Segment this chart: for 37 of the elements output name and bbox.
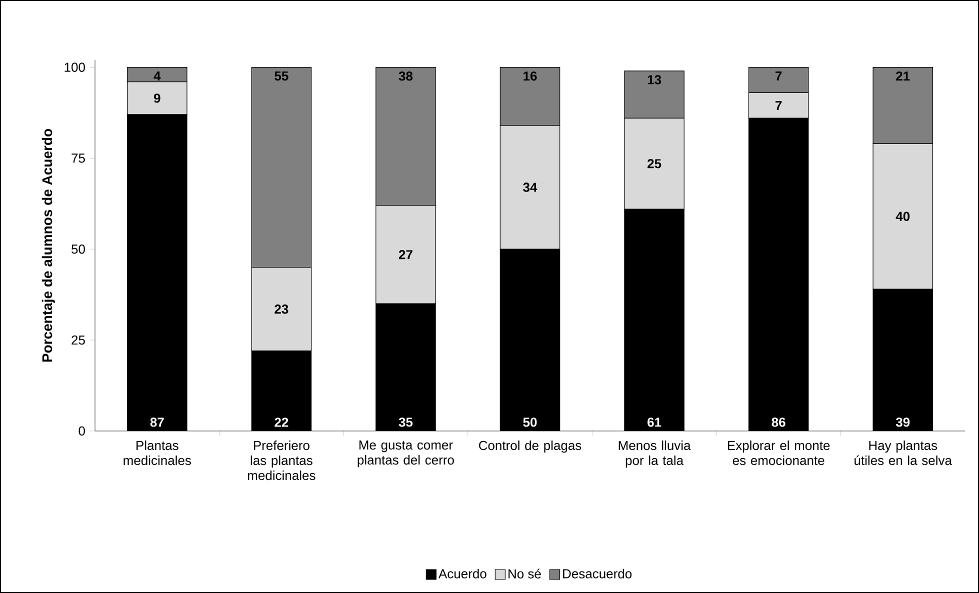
data-label: 25	[648, 159, 662, 168]
data-label: 87	[150, 418, 164, 427]
data-label: 9	[154, 94, 160, 103]
x-tick-label: Me gusta comer plantas del cerro	[358, 440, 454, 468]
data-label: 22	[274, 418, 288, 427]
y-axis-title: Porcentaje de alumnos de Acuerdo	[42, 128, 55, 362]
x-tick-label: Plantas medicinales	[124, 440, 191, 466]
legend-label: Acuerdo	[438, 568, 486, 578]
y-tick-label: 75	[72, 154, 85, 163]
data-label: 50	[523, 418, 537, 427]
data-label: 7	[776, 100, 782, 110]
data-label: 21	[896, 71, 910, 81]
data-label: 7	[776, 71, 782, 80]
data-label: 39	[896, 418, 910, 427]
data-label: 40	[896, 212, 910, 221]
data-label: 23	[274, 304, 288, 314]
data-label: 55	[274, 71, 288, 81]
y-tick-label: 0	[78, 426, 85, 436]
data-label: 13	[648, 75, 662, 84]
y-tick-label: 25	[72, 335, 85, 345]
data-label: 35	[398, 418, 413, 427]
x-tick-label: Preferiero las plantas medicinales	[248, 440, 316, 480]
data-label: 61	[648, 418, 662, 427]
y-tick-label: 100	[64, 62, 85, 72]
x-tick-label: Menos lluvia por la tala	[618, 440, 691, 468]
data-label: 4	[154, 71, 161, 80]
x-tick-label: Hay plantas útiles en la selva	[854, 440, 952, 466]
data-label: 27	[398, 250, 412, 260]
legend-label: Desacuerdo	[563, 568, 632, 578]
data-label: 38	[398, 71, 413, 81]
y-tick-label: 50	[72, 244, 85, 254]
x-tick-label: Explorar el monte es emocionante	[728, 440, 830, 466]
data-label: 34	[523, 182, 538, 192]
data-label: 86	[772, 418, 786, 427]
data-label: 16	[524, 71, 537, 81]
legend-label: No sé	[508, 568, 541, 578]
x-tick-label: Control de plagas	[478, 440, 582, 453]
